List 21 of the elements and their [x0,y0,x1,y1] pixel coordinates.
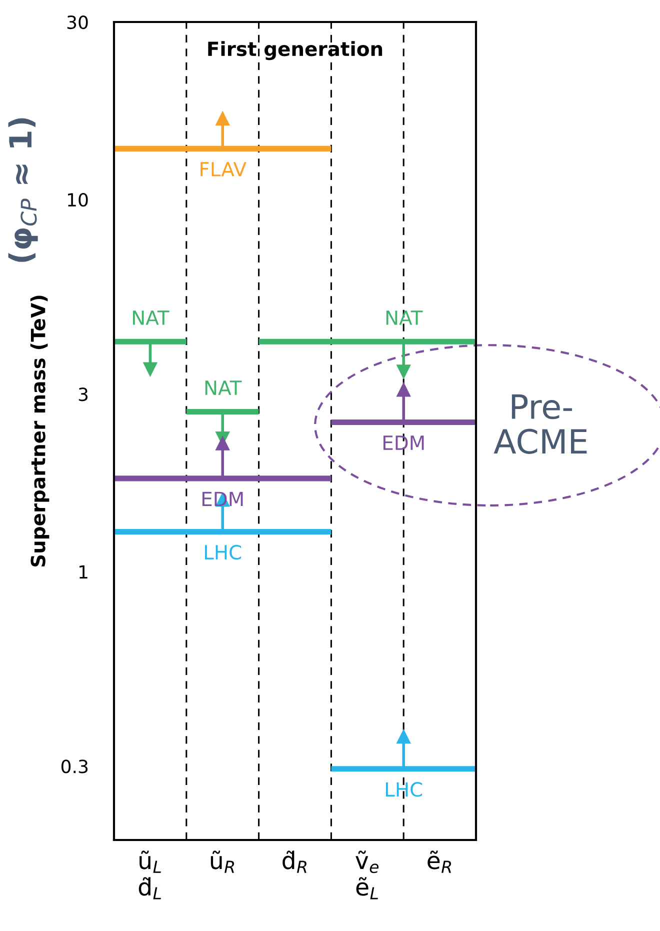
x-tick-label: d̃$_{R}$ [282,850,306,873]
series-label: NAT [133,310,170,325]
y-axis-title: Superpartner mass (TeV) [30,296,50,567]
y-tick-label: 0.3 [61,760,88,774]
x-tick-label: ṽ$_{e}$ ẽ$_{L}$ [356,850,379,900]
y-tick-label: 3 [78,388,88,402]
x-tick-label: ũ$_{L}$ d̃$_{L}$ [138,850,161,900]
x-tick-label: ũ$_{R}$ [210,850,234,873]
series-label: LHC [386,782,422,797]
series-label: FLAV [200,162,246,176]
y-tick-label: 30 [67,15,88,30]
series-label: NAT [205,380,242,395]
text: (φ$_{CP}$ ≈ 1) [8,118,38,262]
text: Pre- ACME [494,394,587,454]
series-label: EDM [383,436,424,450]
series-label: NAT [386,310,423,325]
text: First generation [208,41,382,60]
y-tick-label: 10 [68,192,88,207]
y-tick-label: 1 [79,565,88,578]
series-label: LHC [204,544,242,560]
x-tick-label: ẽ$_{R}$ [428,850,452,873]
